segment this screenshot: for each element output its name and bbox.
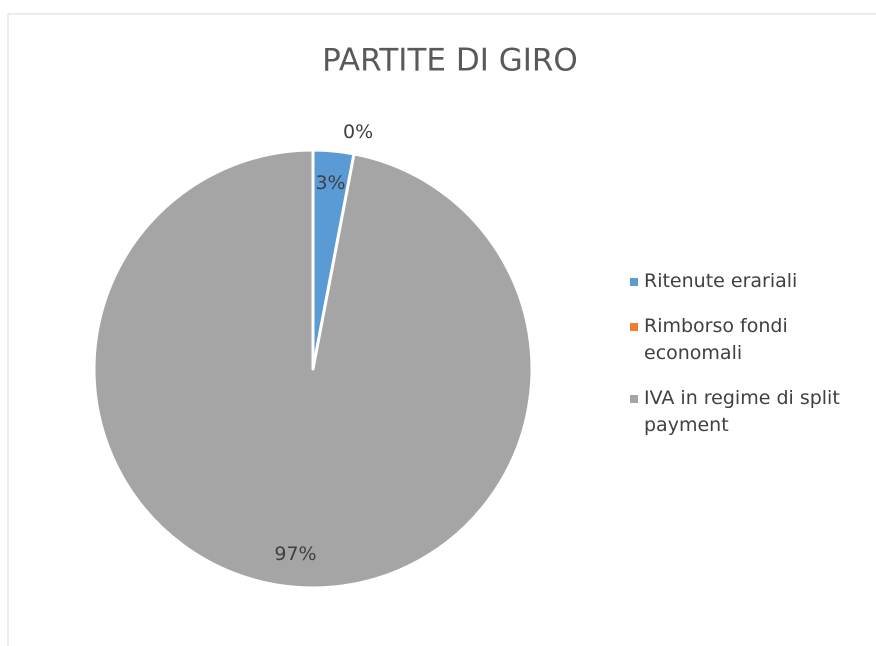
legend: Ritenute erariali Rimborso fondi economal… [630, 268, 866, 457]
legend-swatch [630, 278, 638, 286]
pie-slice [92, 148, 534, 590]
legend-swatch [630, 323, 638, 331]
legend-label: Ritenute erariali [644, 270, 798, 292]
legend-item: IVA in regime di split payment [630, 385, 866, 439]
chart-title: PARTITE DI GIRO [322, 43, 578, 79]
data-label: 0% [343, 121, 373, 143]
legend-swatch [630, 395, 638, 403]
legend-label: Rimborso fondi economali [644, 315, 788, 364]
legend-label: IVA in regime di split payment [644, 387, 840, 436]
legend-item: Ritenute erariali [630, 268, 866, 295]
legend-item: Rimborso fondi economali [630, 313, 866, 367]
data-label: 97% [274, 543, 316, 565]
data-label: 3% [315, 172, 345, 194]
